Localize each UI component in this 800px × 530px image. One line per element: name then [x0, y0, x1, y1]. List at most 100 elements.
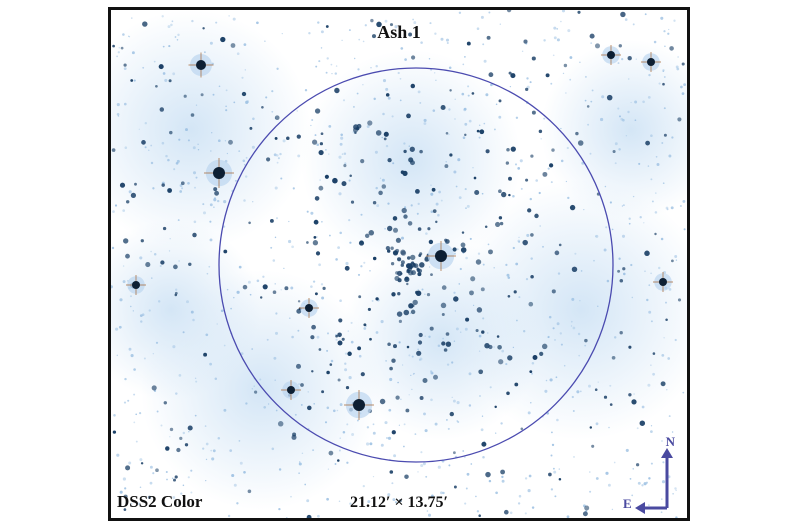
faint-star	[317, 514, 320, 518]
faint-star	[279, 152, 282, 156]
star	[397, 292, 401, 296]
star	[160, 260, 165, 265]
faint-star	[228, 15, 230, 17]
faint-star	[413, 21, 417, 25]
faint-star	[650, 320, 653, 323]
star	[419, 262, 425, 268]
faint-star	[202, 203, 205, 206]
faint-star	[458, 283, 461, 285]
faint-star	[167, 25, 171, 29]
faint-star	[487, 332, 489, 334]
faint-star	[617, 62, 620, 65]
faint-star	[461, 92, 465, 96]
faint-star	[229, 449, 233, 452]
star	[444, 164, 449, 169]
faint-star	[283, 267, 285, 269]
faint-star	[453, 340, 456, 342]
faint-star	[656, 163, 660, 166]
faint-star	[650, 425, 653, 427]
faint-star	[478, 124, 481, 126]
star	[660, 381, 666, 387]
star	[313, 219, 319, 225]
faint-star	[277, 157, 280, 160]
star	[460, 247, 467, 253]
star	[249, 126, 253, 130]
star	[481, 330, 485, 334]
faint-star	[485, 93, 489, 97]
faint-star	[551, 443, 555, 447]
faint-star	[251, 388, 253, 390]
star	[141, 140, 146, 145]
star	[589, 426, 593, 429]
star	[391, 358, 396, 363]
faint-star	[394, 501, 398, 504]
star	[551, 289, 556, 294]
star	[403, 214, 408, 219]
star	[495, 221, 501, 227]
faint-star	[130, 305, 132, 308]
faint-star	[464, 122, 468, 126]
faint-star	[243, 470, 246, 474]
star	[328, 450, 334, 456]
field-of-view-label: 21.12′ × 13.75′	[349, 494, 449, 511]
star	[484, 225, 488, 228]
faint-star	[422, 462, 426, 466]
bright-star	[607, 51, 615, 59]
star	[142, 21, 148, 27]
faint-star	[675, 259, 678, 261]
star	[416, 350, 422, 356]
faint-star	[661, 480, 666, 484]
faint-star	[482, 456, 485, 459]
faint-star	[427, 513, 432, 517]
faint-star	[116, 113, 120, 116]
faint-star	[647, 165, 650, 167]
faint-star	[340, 136, 344, 140]
faint-star	[256, 279, 260, 283]
faint-star	[344, 362, 347, 365]
faint-star	[555, 376, 558, 379]
star	[443, 348, 448, 352]
star	[314, 108, 321, 114]
faint-star	[187, 181, 190, 185]
star	[506, 391, 510, 396]
faint-star	[565, 92, 567, 94]
faint-star	[286, 517, 288, 518]
faint-star	[380, 443, 384, 447]
faint-star	[307, 391, 309, 393]
faint-star	[549, 378, 553, 382]
star	[665, 318, 668, 322]
faint-star	[526, 233, 530, 237]
faint-star	[569, 56, 573, 59]
star	[188, 262, 192, 267]
faint-star	[627, 78, 630, 80]
star	[391, 430, 396, 435]
faint-star	[507, 276, 511, 279]
faint-star	[144, 121, 148, 125]
star	[431, 187, 436, 192]
faint-star	[298, 461, 301, 463]
star	[548, 163, 554, 168]
faint-star	[495, 103, 498, 106]
faint-star	[133, 368, 136, 371]
faint-star	[375, 331, 379, 334]
faint-star	[525, 277, 529, 281]
faint-star	[609, 201, 612, 204]
faint-star	[156, 410, 159, 413]
faint-star	[629, 478, 632, 480]
faint-star	[401, 236, 404, 240]
faint-star	[217, 139, 221, 143]
faint-star	[400, 398, 402, 400]
faint-star	[178, 260, 180, 262]
faint-star	[465, 256, 468, 260]
faint-star	[648, 477, 651, 480]
faint-star	[391, 115, 394, 118]
faint-star	[288, 239, 292, 244]
faint-star	[632, 195, 635, 198]
faint-star	[531, 362, 535, 365]
star	[461, 231, 465, 234]
star	[266, 157, 271, 162]
faint-star	[195, 176, 198, 179]
faint-star	[296, 110, 298, 112]
faint-star	[437, 465, 441, 469]
faint-star	[584, 344, 587, 347]
